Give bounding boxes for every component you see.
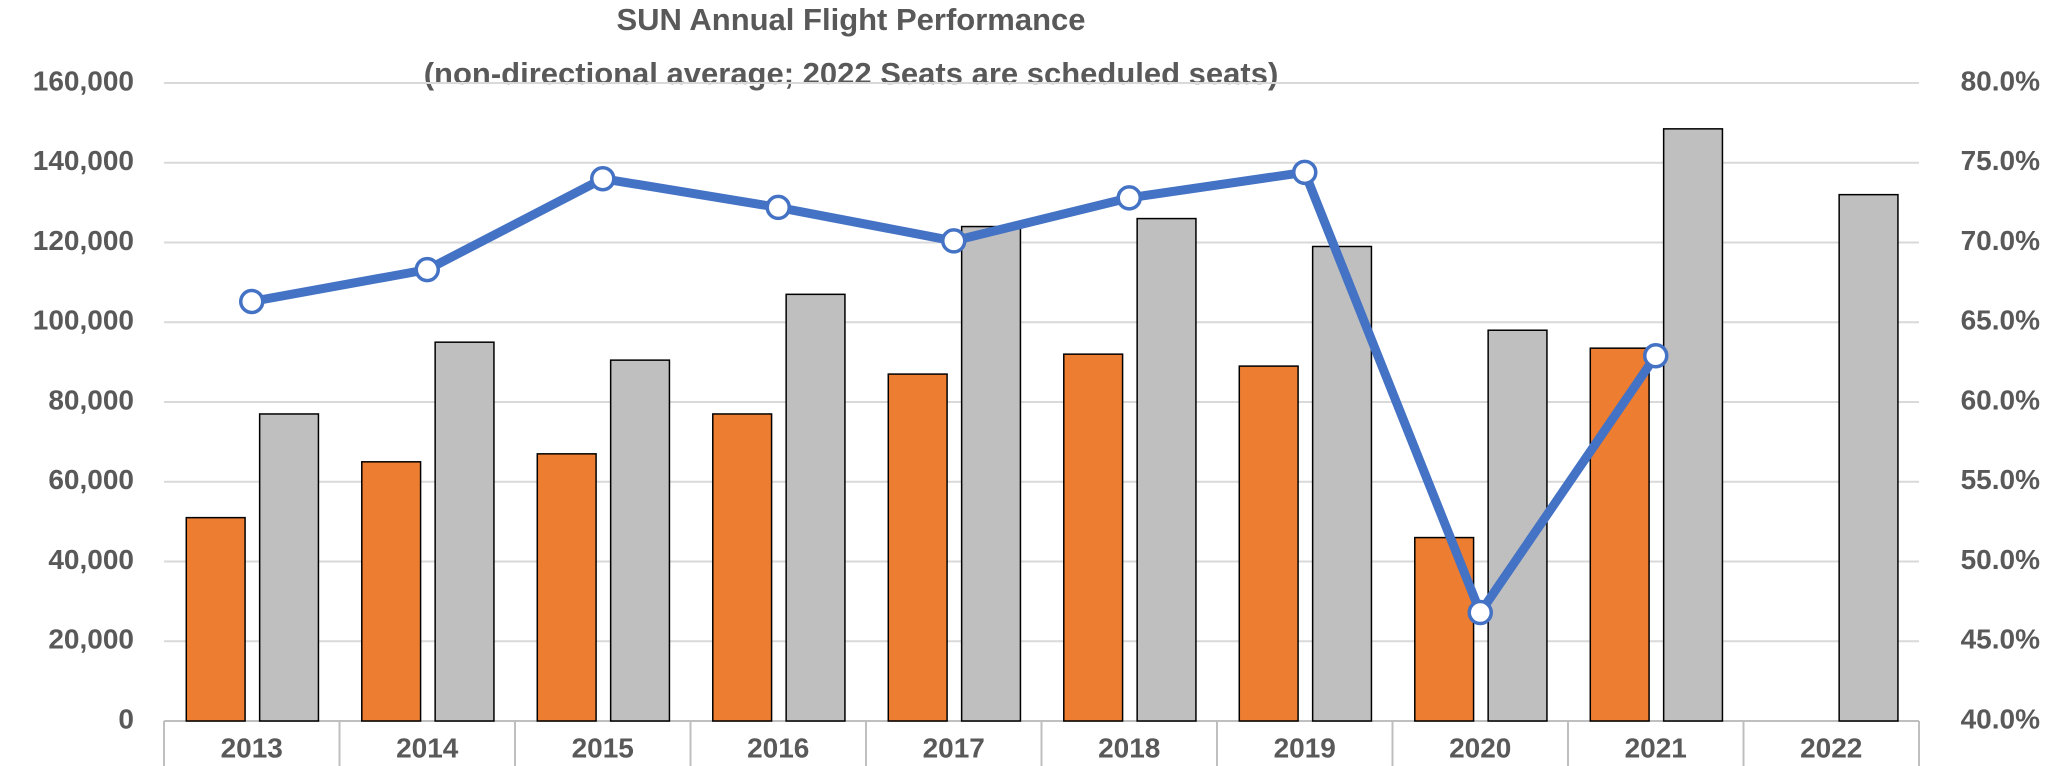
y2-tick-label: 60.0% <box>1961 384 2040 415</box>
y-tick-label: 20,000 <box>48 624 134 655</box>
y2-tick-label: 70.0% <box>1961 225 2040 256</box>
y-tick-label: 80,000 <box>48 384 134 415</box>
x-tick-label: 2021 <box>1625 732 1687 763</box>
y-tick-label: 120,000 <box>33 225 134 256</box>
bar <box>361 461 422 722</box>
y2-tick-label: 75.0% <box>1961 145 2040 176</box>
bar <box>1311 245 1373 722</box>
line-marker <box>1467 599 1493 626</box>
line-marker <box>1292 159 1318 186</box>
x-tick-label: 2018 <box>1098 732 1160 763</box>
line-marker <box>941 228 967 254</box>
x-tick-label: 2013 <box>221 732 283 763</box>
y2-tick-label: 50.0% <box>1961 544 2040 575</box>
bar <box>1238 365 1299 722</box>
x-tick-label: 2022 <box>1800 732 1862 763</box>
bar <box>887 373 948 722</box>
y-tick-label: 0 <box>118 703 134 734</box>
y2-tick-label: 55.0% <box>1961 464 2040 495</box>
line-marker <box>590 165 616 192</box>
y-tick-label: 100,000 <box>33 305 134 336</box>
y2-tick-label: 45.0% <box>1961 624 2040 655</box>
bar <box>536 453 597 722</box>
line-marker <box>414 256 440 283</box>
bar <box>1662 128 1724 722</box>
line-marker <box>765 194 791 221</box>
x-tick-label: 2019 <box>1274 732 1336 763</box>
y-tick-label: 140,000 <box>33 145 134 176</box>
x-tick-label: 2016 <box>747 732 809 763</box>
bar <box>960 225 1022 722</box>
bar <box>1063 353 1124 722</box>
y2-tick-label: 40.0% <box>1961 703 2040 734</box>
bar <box>785 293 846 722</box>
bar <box>1838 193 1899 722</box>
bar <box>434 341 495 722</box>
bar <box>185 516 246 722</box>
bar <box>712 413 773 722</box>
bar <box>1136 217 1197 722</box>
x-tick-label: 2015 <box>572 732 634 763</box>
x-tick-label: 2014 <box>396 732 459 763</box>
x-tick-label: 2020 <box>1449 732 1511 763</box>
chart-title: SUN Annual Flight Performance <box>616 2 1085 37</box>
bar <box>609 359 671 722</box>
y-tick-label: 160,000 <box>33 65 134 96</box>
chart-subtitle: (non-directional average; 2022 Seats are… <box>424 56 1279 91</box>
y2-tick-label: 65.0% <box>1961 305 2040 336</box>
y-tick-label: 40,000 <box>48 544 134 575</box>
bar <box>258 413 320 722</box>
line-marker <box>1116 185 1142 211</box>
y-tick-label: 60,000 <box>48 464 134 495</box>
x-tick-label: 2017 <box>923 732 985 763</box>
line-marker <box>239 288 265 315</box>
y2-tick-label: 80.0% <box>1961 65 2040 96</box>
line-marker <box>1643 342 1669 369</box>
